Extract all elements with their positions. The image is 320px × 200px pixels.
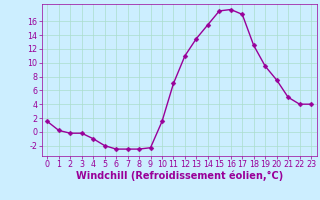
X-axis label: Windchill (Refroidissement éolien,°C): Windchill (Refroidissement éolien,°C) — [76, 171, 283, 181]
